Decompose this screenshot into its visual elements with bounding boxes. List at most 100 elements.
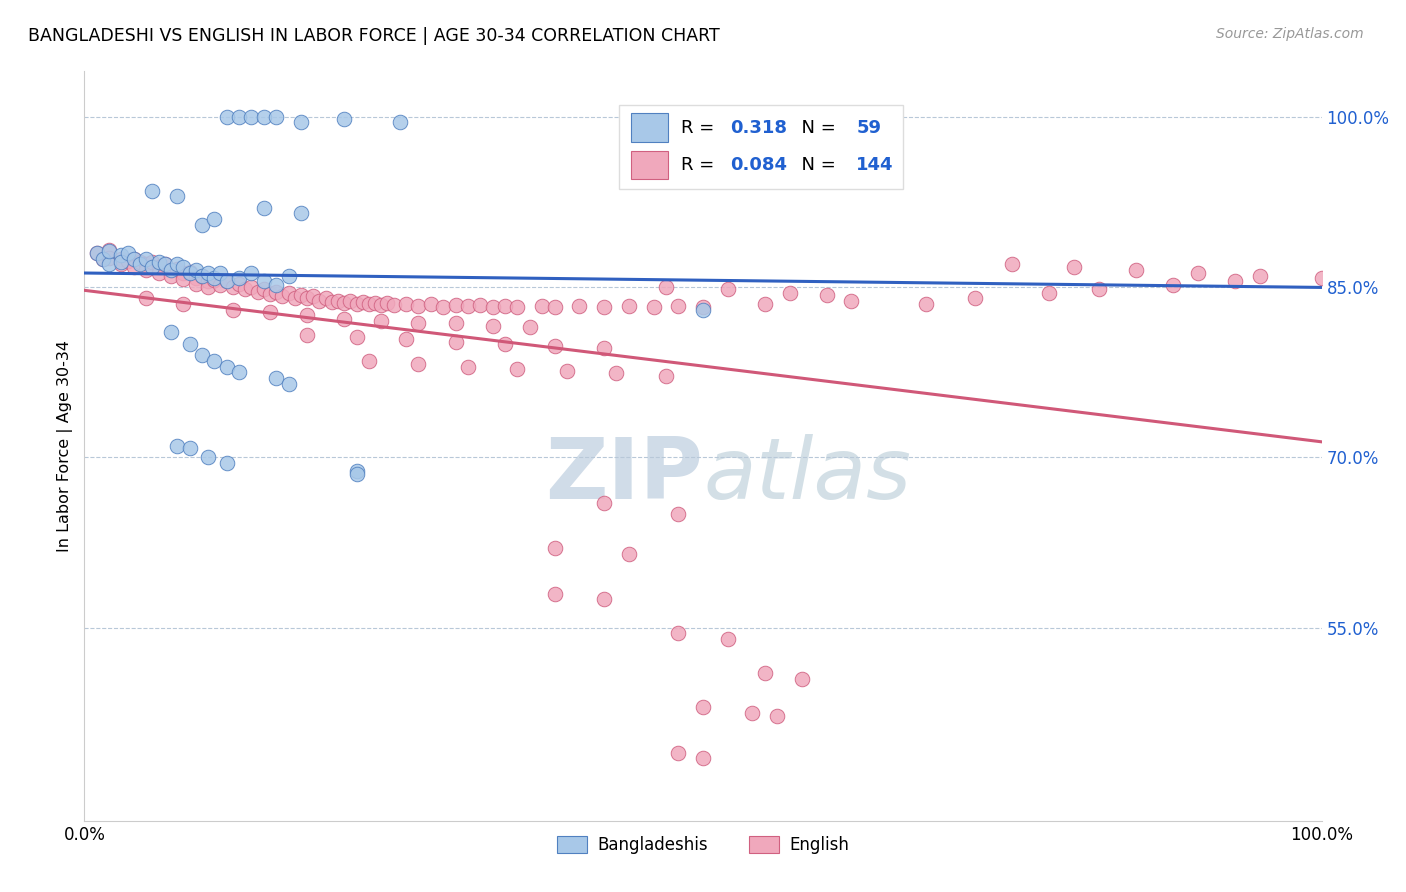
Point <box>148 260 170 274</box>
Point <box>153 257 176 271</box>
Text: atlas: atlas <box>703 434 911 517</box>
Point <box>357 297 380 311</box>
Point <box>717 632 740 646</box>
Point <box>202 273 225 287</box>
Point <box>141 184 163 198</box>
Point <box>135 252 157 266</box>
Point <box>215 274 238 288</box>
Point <box>655 280 678 294</box>
Point <box>179 442 201 456</box>
Point <box>543 301 565 315</box>
Point <box>965 292 987 306</box>
Point <box>457 299 479 313</box>
Point <box>543 586 565 600</box>
Point <box>228 365 250 379</box>
Point <box>215 359 238 374</box>
Point <box>295 309 318 323</box>
Point <box>98 244 121 258</box>
Point <box>191 218 214 232</box>
Point <box>815 288 838 302</box>
Point <box>166 261 188 276</box>
Point <box>1088 282 1111 296</box>
Point <box>264 110 287 124</box>
FancyBboxPatch shape <box>631 113 668 142</box>
Point <box>215 110 238 124</box>
Point <box>98 243 121 257</box>
Point <box>408 299 430 313</box>
Point <box>543 339 565 353</box>
Point <box>277 268 299 283</box>
Point <box>172 297 194 311</box>
Point <box>790 672 813 686</box>
Point <box>215 456 238 470</box>
Point <box>370 298 392 312</box>
Point <box>1038 285 1060 300</box>
Point <box>129 255 152 269</box>
Point <box>166 439 188 453</box>
Point <box>419 297 441 311</box>
Point <box>172 260 194 274</box>
Point <box>197 274 219 288</box>
Point <box>364 296 387 310</box>
Point <box>122 252 145 266</box>
FancyBboxPatch shape <box>619 105 904 189</box>
Point <box>741 706 763 720</box>
Text: Source: ZipAtlas.com: Source: ZipAtlas.com <box>1216 27 1364 41</box>
Point <box>166 257 188 271</box>
Point <box>494 336 516 351</box>
Point <box>333 311 356 326</box>
Point <box>617 299 640 313</box>
Point <box>141 260 163 274</box>
Point <box>110 257 132 271</box>
Text: 59: 59 <box>856 119 882 136</box>
Point <box>233 282 256 296</box>
Point <box>197 280 219 294</box>
Point <box>209 277 232 292</box>
Point <box>148 255 170 269</box>
Point <box>110 252 132 266</box>
Point <box>593 301 616 315</box>
Point <box>346 464 368 478</box>
Point <box>197 267 219 281</box>
Text: N =: N = <box>790 119 841 136</box>
Point <box>666 626 689 640</box>
Point <box>259 305 281 319</box>
Point <box>666 746 689 760</box>
Point <box>333 296 356 310</box>
Point <box>692 301 714 315</box>
Point <box>395 332 418 346</box>
Point <box>209 267 232 281</box>
Point <box>339 293 361 308</box>
Point <box>222 302 245 317</box>
Point <box>179 336 201 351</box>
Point <box>470 298 492 312</box>
Y-axis label: In Labor Force | Age 30-34: In Labor Force | Age 30-34 <box>58 340 73 552</box>
Point <box>1063 260 1085 274</box>
Point <box>295 327 318 342</box>
Point <box>506 361 529 376</box>
Point <box>655 368 678 383</box>
Text: 0.318: 0.318 <box>730 119 787 136</box>
Point <box>531 299 554 313</box>
Point <box>222 280 245 294</box>
Point <box>191 268 214 283</box>
Point <box>202 211 225 226</box>
Point <box>277 376 299 391</box>
Point <box>388 115 411 129</box>
Point <box>568 299 591 313</box>
Point <box>346 330 368 344</box>
Point <box>543 541 565 556</box>
Text: BANGLADESHI VS ENGLISH IN LABOR FORCE | AGE 30-34 CORRELATION CHART: BANGLADESHI VS ENGLISH IN LABOR FORCE | … <box>28 27 720 45</box>
Point <box>692 302 714 317</box>
Point <box>593 496 616 510</box>
Point <box>290 288 312 302</box>
Point <box>444 334 467 349</box>
Point <box>135 292 157 306</box>
Text: ZIP: ZIP <box>546 434 703 517</box>
Point <box>184 277 207 291</box>
Point <box>315 292 337 306</box>
Point <box>593 342 616 356</box>
Point <box>643 301 665 315</box>
Point <box>666 299 689 313</box>
Point <box>766 709 789 723</box>
